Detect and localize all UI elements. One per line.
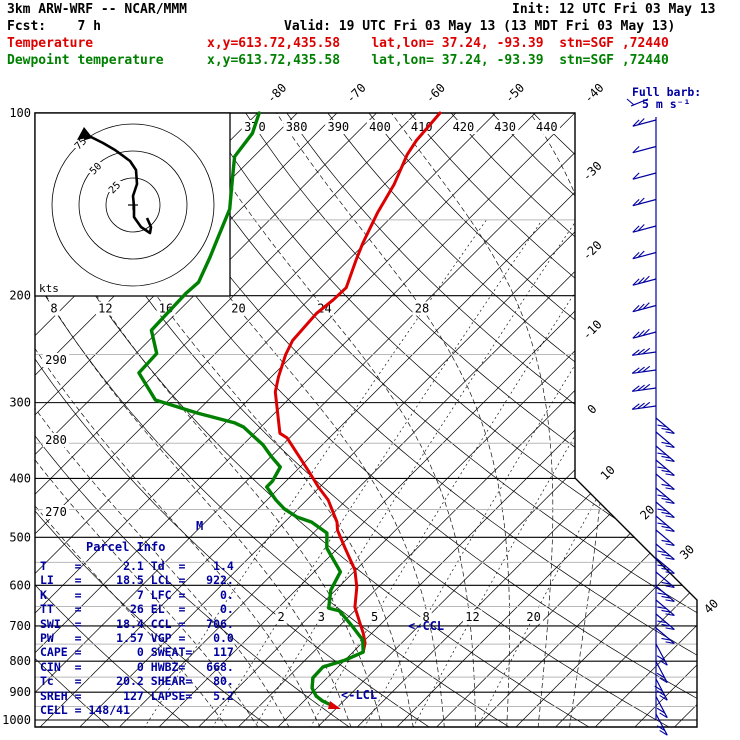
temperature-legend-info: x,y=613.72,435.58 lat,lon= 37.24, -93.39… [207, 36, 669, 51]
svg-text:390: 390 [327, 120, 349, 134]
svg-text:500: 500 [9, 530, 31, 544]
svg-text:440: 440 [536, 120, 558, 134]
mixing-ratio-labels: 2 3 5 8 12 20 [275, 609, 544, 624]
dewpoint-trace [137, 111, 365, 706]
svg-text:700: 700 [9, 619, 31, 633]
svg-text:430: 430 [494, 120, 516, 134]
svg-text:300: 300 [9, 396, 31, 410]
svg-text:290: 290 [45, 353, 67, 367]
svg-text:-80: -80 [264, 81, 289, 106]
svg-text:40: 40 [701, 596, 721, 616]
hodograph-trace [83, 135, 153, 235]
svg-text:-20: -20 [580, 238, 605, 263]
svg-text:8: 8 [50, 302, 57, 316]
barb-legend-value: 5 m s⁻¹ [642, 97, 690, 111]
moist-adiabat-labels: 8 12 16 20 24 28 [48, 301, 432, 316]
svg-text:12: 12 [98, 302, 112, 316]
svg-text:8: 8 [422, 610, 429, 624]
pressure-axis: 100 200 300 400 500 600 700 800 900 1000 [2, 106, 31, 727]
svg-text:420: 420 [453, 120, 475, 134]
svg-text:400: 400 [9, 471, 31, 485]
svg-text:-70: -70 [343, 81, 368, 106]
m-marker: M [196, 519, 203, 533]
valid-time: Valid: 19 UTC Fri 03 May 13 (13 MDT Fri … [284, 19, 676, 34]
svg-text:2: 2 [278, 610, 285, 624]
forecast-hour: Fcst: 7 h [7, 19, 101, 34]
svg-text:12: 12 [465, 610, 479, 624]
wind-barb-column [631, 117, 675, 736]
svg-text:900: 900 [9, 685, 31, 699]
hodograph-arrow [77, 127, 92, 140]
svg-text:270: 270 [45, 505, 67, 519]
parcel-info: T = 2.1 Td = 1.4 LI = 18.5 LCL = 922. K … [40, 559, 234, 718]
svg-text:28: 28 [415, 302, 429, 316]
lcl-marker: <-LCL [341, 688, 377, 702]
svg-text:3: 3 [318, 610, 325, 624]
svg-text:20: 20 [526, 610, 540, 624]
barb-legend: Full barb:5 m s⁻¹ [626, 85, 701, 111]
svg-text:600: 600 [9, 578, 31, 592]
parcel-info-title: Parcel Info [86, 540, 166, 554]
svg-text:-60: -60 [423, 81, 448, 106]
hodograph-units-label: kts [39, 282, 59, 295]
svg-text:10: 10 [598, 463, 618, 483]
svg-text:-10: -10 [580, 317, 605, 342]
level-markers: <-LCL <-CCL M [196, 519, 444, 702]
barb-legend-title: Full barb: [632, 85, 701, 99]
svg-text:20: 20 [637, 502, 657, 522]
svg-text:0: 0 [585, 402, 600, 417]
ccl-marker: <-CCL [408, 619, 444, 633]
init-time: Init: 12 UTC Fri 03 May 13 [512, 2, 716, 17]
dewpoint-legend-label: Dewpoint temperature [7, 53, 164, 68]
svg-text:-30: -30 [580, 159, 605, 184]
model-title: 3km ARW-WRF -- NCAR/MMM [7, 2, 188, 17]
svg-text:200: 200 [9, 289, 31, 303]
surface-marker [328, 701, 341, 709]
svg-text:-40: -40 [581, 81, 606, 106]
svg-text:-50: -50 [502, 81, 527, 106]
svg-text:20: 20 [231, 302, 245, 316]
svg-text:100: 100 [9, 106, 31, 120]
svg-text:400: 400 [369, 120, 391, 134]
plot-frame [34, 112, 698, 728]
svg-text:5: 5 [371, 610, 378, 624]
dewpoint-legend-info: x,y=613.72,435.58 lat,lon= 37.24, -93.39… [207, 53, 669, 68]
svg-text:280: 280 [45, 433, 67, 447]
svg-text:1000: 1000 [2, 713, 31, 727]
temperature-trace [273, 111, 442, 706]
svg-text:30: 30 [677, 542, 697, 562]
svg-text:380: 380 [286, 120, 308, 134]
svg-text:410: 410 [411, 120, 433, 134]
temperature-legend-label: Temperature [7, 36, 94, 51]
svg-text:800: 800 [9, 654, 31, 668]
